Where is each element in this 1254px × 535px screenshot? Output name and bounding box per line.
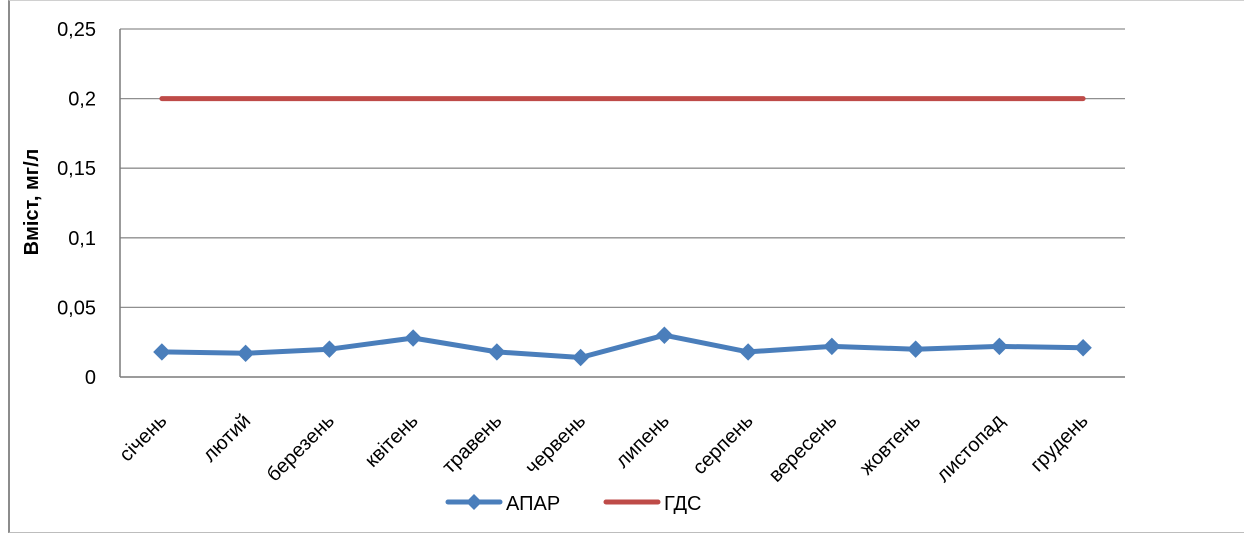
x-tick-label: листопад <box>932 410 1009 487</box>
series-line-0 <box>159 332 1086 360</box>
y-axis-title: Вміст, мг/л <box>21 149 43 256</box>
gridlines <box>120 28 1125 309</box>
y-tick-labels: 0 0,05 0,1 0,15 0,2 0,25 <box>57 19 96 389</box>
y-tick-label: 0 <box>85 367 96 389</box>
y-tick-label: 0,15 <box>57 158 96 180</box>
x-tick-label: червень <box>521 410 590 479</box>
x-tick-label: вересень <box>765 410 842 487</box>
x-tick-label: грудень <box>1026 410 1092 476</box>
axes <box>119 29 1125 378</box>
y-tick-label: 0,1 <box>68 228 96 250</box>
y-tick-label: 0,25 <box>57 19 96 41</box>
data-point <box>488 343 506 361</box>
x-tick-label: квітень <box>361 410 423 472</box>
data-point <box>655 326 674 344</box>
x-tick-label: травень <box>438 410 506 478</box>
series-lines <box>159 96 1086 360</box>
chart-frame <box>8 0 1244 533</box>
x-tick-label: січень <box>115 410 171 466</box>
x-tick-label: лютий <box>199 410 255 466</box>
series-markers <box>153 326 1092 367</box>
data-point <box>153 343 171 361</box>
data-point <box>571 348 590 367</box>
data-point <box>320 340 339 358</box>
legend-label-0: АПАР <box>506 493 560 515</box>
x-tick-label: серпень <box>689 410 758 479</box>
legend: АПАР ГДС <box>445 493 701 515</box>
data-point <box>990 337 1009 356</box>
x-tick-labels: січень лютий березень квітень травень червень… <box>115 410 1092 487</box>
x-tick-label: березень <box>263 410 339 486</box>
legend-marker <box>466 494 482 510</box>
data-point <box>906 340 925 358</box>
data-point <box>236 344 255 363</box>
y-tick-label: 0,2 <box>68 89 96 111</box>
legend-label-1: ГДС <box>664 493 701 515</box>
x-tick-label: жовтень <box>856 410 925 479</box>
data-point <box>739 343 757 361</box>
y-tick-label: 0,05 <box>57 297 96 319</box>
data-point <box>823 337 841 356</box>
x-tick-label: липень <box>611 410 673 472</box>
data-point <box>404 329 422 347</box>
data-point <box>1074 339 1092 357</box>
